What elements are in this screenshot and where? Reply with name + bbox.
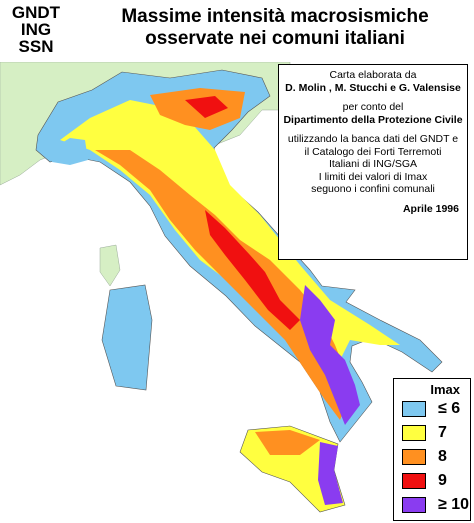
legend-item: 8 bbox=[394, 445, 470, 469]
info-line: utilizzando la banca dati del GNDT e bbox=[287, 133, 459, 145]
title: Massime intensità macrosismiche osservat… bbox=[80, 6, 470, 50]
info-line: D. Molin , M. Stucchi e G. Valensise bbox=[285, 81, 461, 94]
logo-line: GNDT bbox=[11, 3, 61, 22]
legend-item: 7 bbox=[394, 421, 470, 445]
info-line: I limiti dei valori di Imax bbox=[318, 170, 428, 183]
zone-9 bbox=[205, 210, 300, 330]
sicily-zone-10 bbox=[318, 442, 343, 505]
info-line: per conto del bbox=[342, 101, 404, 113]
legend-label: ≤ 6 bbox=[438, 400, 461, 417]
logo-line: SSN bbox=[18, 37, 54, 56]
info-line: Carta elaborata da bbox=[329, 69, 417, 81]
legend-label: 8 bbox=[438, 448, 447, 465]
legend-item: ≥ 10 bbox=[394, 493, 470, 517]
logo-line: ING bbox=[20, 20, 52, 39]
info-line: seguono i confini comunali bbox=[311, 183, 435, 195]
zone-6-west bbox=[50, 138, 88, 165]
legend-swatch bbox=[402, 401, 426, 417]
info-line: il Catalogo dei Forti Terremoti bbox=[304, 145, 442, 158]
legend: Imax ≤ 6 7 8 9 ≥ 10 bbox=[393, 378, 471, 521]
legend-item: 9 bbox=[394, 469, 470, 493]
info-box: Carta elaborata da D. Molin , M. Stucchi… bbox=[278, 64, 468, 260]
legend-label: 9 bbox=[438, 472, 447, 489]
title-line: Massime intensità macrosismiche bbox=[121, 6, 429, 27]
info-line: Dipartimento della Protezione Civile bbox=[283, 113, 463, 126]
info-date: Aprile 1996 bbox=[402, 202, 459, 215]
legend-swatch bbox=[402, 449, 426, 465]
legend-label: 7 bbox=[438, 424, 447, 441]
zone-9-north bbox=[185, 96, 228, 118]
legend-swatch bbox=[402, 473, 426, 489]
legend-item: ≤ 6 bbox=[394, 397, 470, 421]
title-line: osservate nei comuni italiani bbox=[145, 28, 405, 49]
sicily-zone-8 bbox=[255, 430, 320, 455]
legend-swatch bbox=[402, 425, 426, 441]
legend-label: ≥ 10 bbox=[438, 496, 470, 513]
legend-title: Imax bbox=[430, 382, 460, 397]
zone-8 bbox=[95, 150, 350, 420]
info-line: Italiani di ING/SGA bbox=[328, 158, 418, 170]
logo: GNDT ING SSN bbox=[6, 4, 66, 55]
zone-10 bbox=[300, 285, 360, 425]
legend-swatch bbox=[402, 497, 426, 513]
sardinia bbox=[101, 284, 153, 391]
corsica bbox=[99, 244, 121, 287]
